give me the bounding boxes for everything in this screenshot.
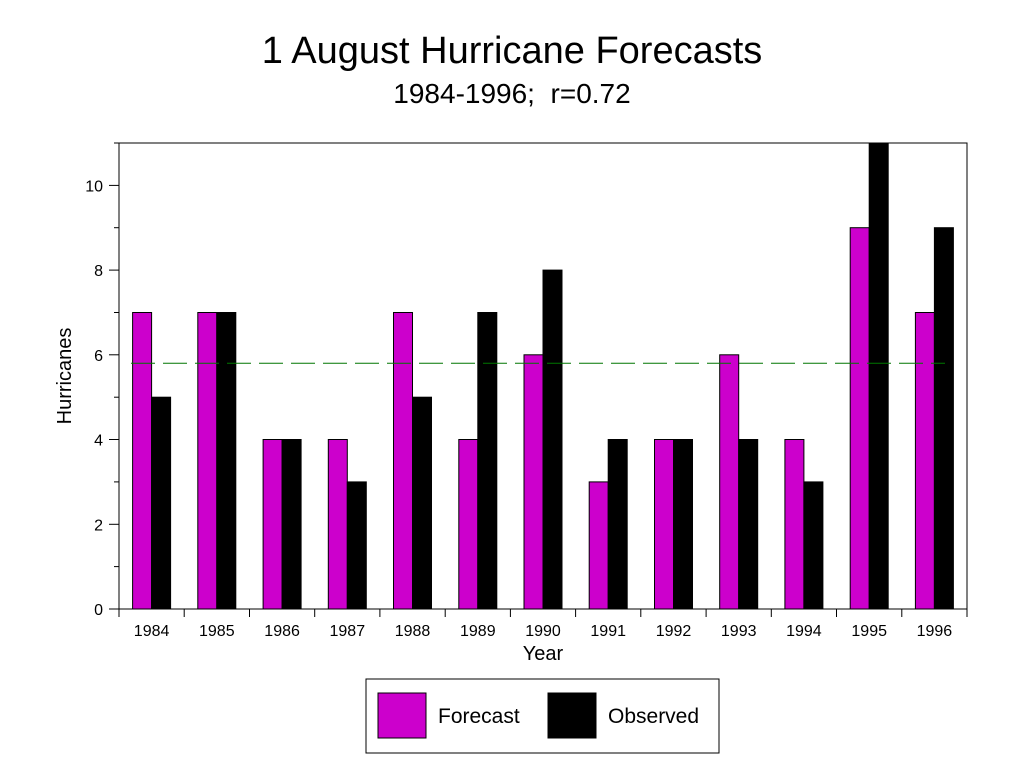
bar-forecast-1987 xyxy=(327,439,348,610)
bar-observed-1986 xyxy=(281,439,302,610)
y-tick-label-8: 8 xyxy=(94,263,103,280)
y-tick-label-0: 0 xyxy=(94,602,103,619)
bar-forecast-1993 xyxy=(719,354,740,610)
x-tick-label-1993: 1993 xyxy=(721,623,757,640)
bar-observed-1993 xyxy=(738,439,759,610)
x-tick-label-1991: 1991 xyxy=(590,623,626,640)
bar-forecast-1991 xyxy=(588,481,609,610)
x-tick-label-1996: 1996 xyxy=(917,623,953,640)
x-tick-label-1984: 1984 xyxy=(134,623,170,640)
y-tick-label-2: 2 xyxy=(94,517,103,534)
y-axis: 0 2 4 6 8 10 xyxy=(85,142,119,619)
x-tick-label-1992: 1992 xyxy=(656,623,692,640)
y-tick-label-4: 4 xyxy=(94,433,103,450)
bar-forecast-1984 xyxy=(132,312,153,610)
chart-title: 1 August Hurricane Forecasts xyxy=(262,30,763,72)
bar-forecast-1994 xyxy=(784,439,805,610)
bar-observed-1996 xyxy=(933,227,954,610)
chart-subtitle: 1984-1996; r=0.72 xyxy=(393,78,630,109)
x-tick-label-1987: 1987 xyxy=(330,623,366,640)
y-axis-label: Hurricanes xyxy=(54,328,76,425)
bar-observed-1995 xyxy=(868,142,889,610)
x-tick-label-1995: 1995 xyxy=(851,623,887,640)
x-tick-label-1988: 1988 xyxy=(395,623,431,640)
x-tick-label-1990: 1990 xyxy=(525,623,561,640)
legend-label-forecast: Forecast xyxy=(438,705,520,728)
bar-observed-1991 xyxy=(607,439,628,610)
x-tick-label-1989: 1989 xyxy=(460,623,496,640)
bar-forecast-1995 xyxy=(849,227,870,610)
bar-forecast-1985 xyxy=(197,312,218,610)
x-tick-label-1994: 1994 xyxy=(786,623,822,640)
bar-forecast-1986 xyxy=(262,439,283,610)
bar-observed-1987 xyxy=(346,481,367,610)
bar-observed-1992 xyxy=(673,439,693,610)
legend-swatch-forecast xyxy=(377,692,427,739)
bar-forecast-1996 xyxy=(914,312,935,610)
bar-forecast-1989 xyxy=(458,439,479,610)
bar-observed-1985 xyxy=(216,312,237,610)
y-tick-label-6: 6 xyxy=(94,348,103,365)
bar-observed-1990 xyxy=(542,269,563,610)
bars-group xyxy=(132,142,954,610)
y-tick-label-10: 10 xyxy=(85,178,103,195)
bar-observed-1994 xyxy=(803,481,824,610)
x-axis-label: Year xyxy=(523,643,564,665)
bar-forecast-1990 xyxy=(523,354,544,610)
legend: Forecast Observed xyxy=(365,678,720,754)
bar-observed-1988 xyxy=(412,396,432,610)
legend-label-observed: Observed xyxy=(608,705,699,728)
bar-observed-1989 xyxy=(477,312,498,610)
x-tick-label-1986: 1986 xyxy=(264,623,300,640)
bar-forecast-1992 xyxy=(654,439,674,610)
x-tick-label-1985: 1985 xyxy=(199,623,235,640)
bar-observed-1984 xyxy=(151,396,172,610)
bar-forecast-1988 xyxy=(393,312,413,610)
x-axis: 1984 1985 1986 1987 1988 1989 1990 1991 1992 1993… xyxy=(118,609,968,640)
legend-swatch-observed xyxy=(547,692,597,739)
